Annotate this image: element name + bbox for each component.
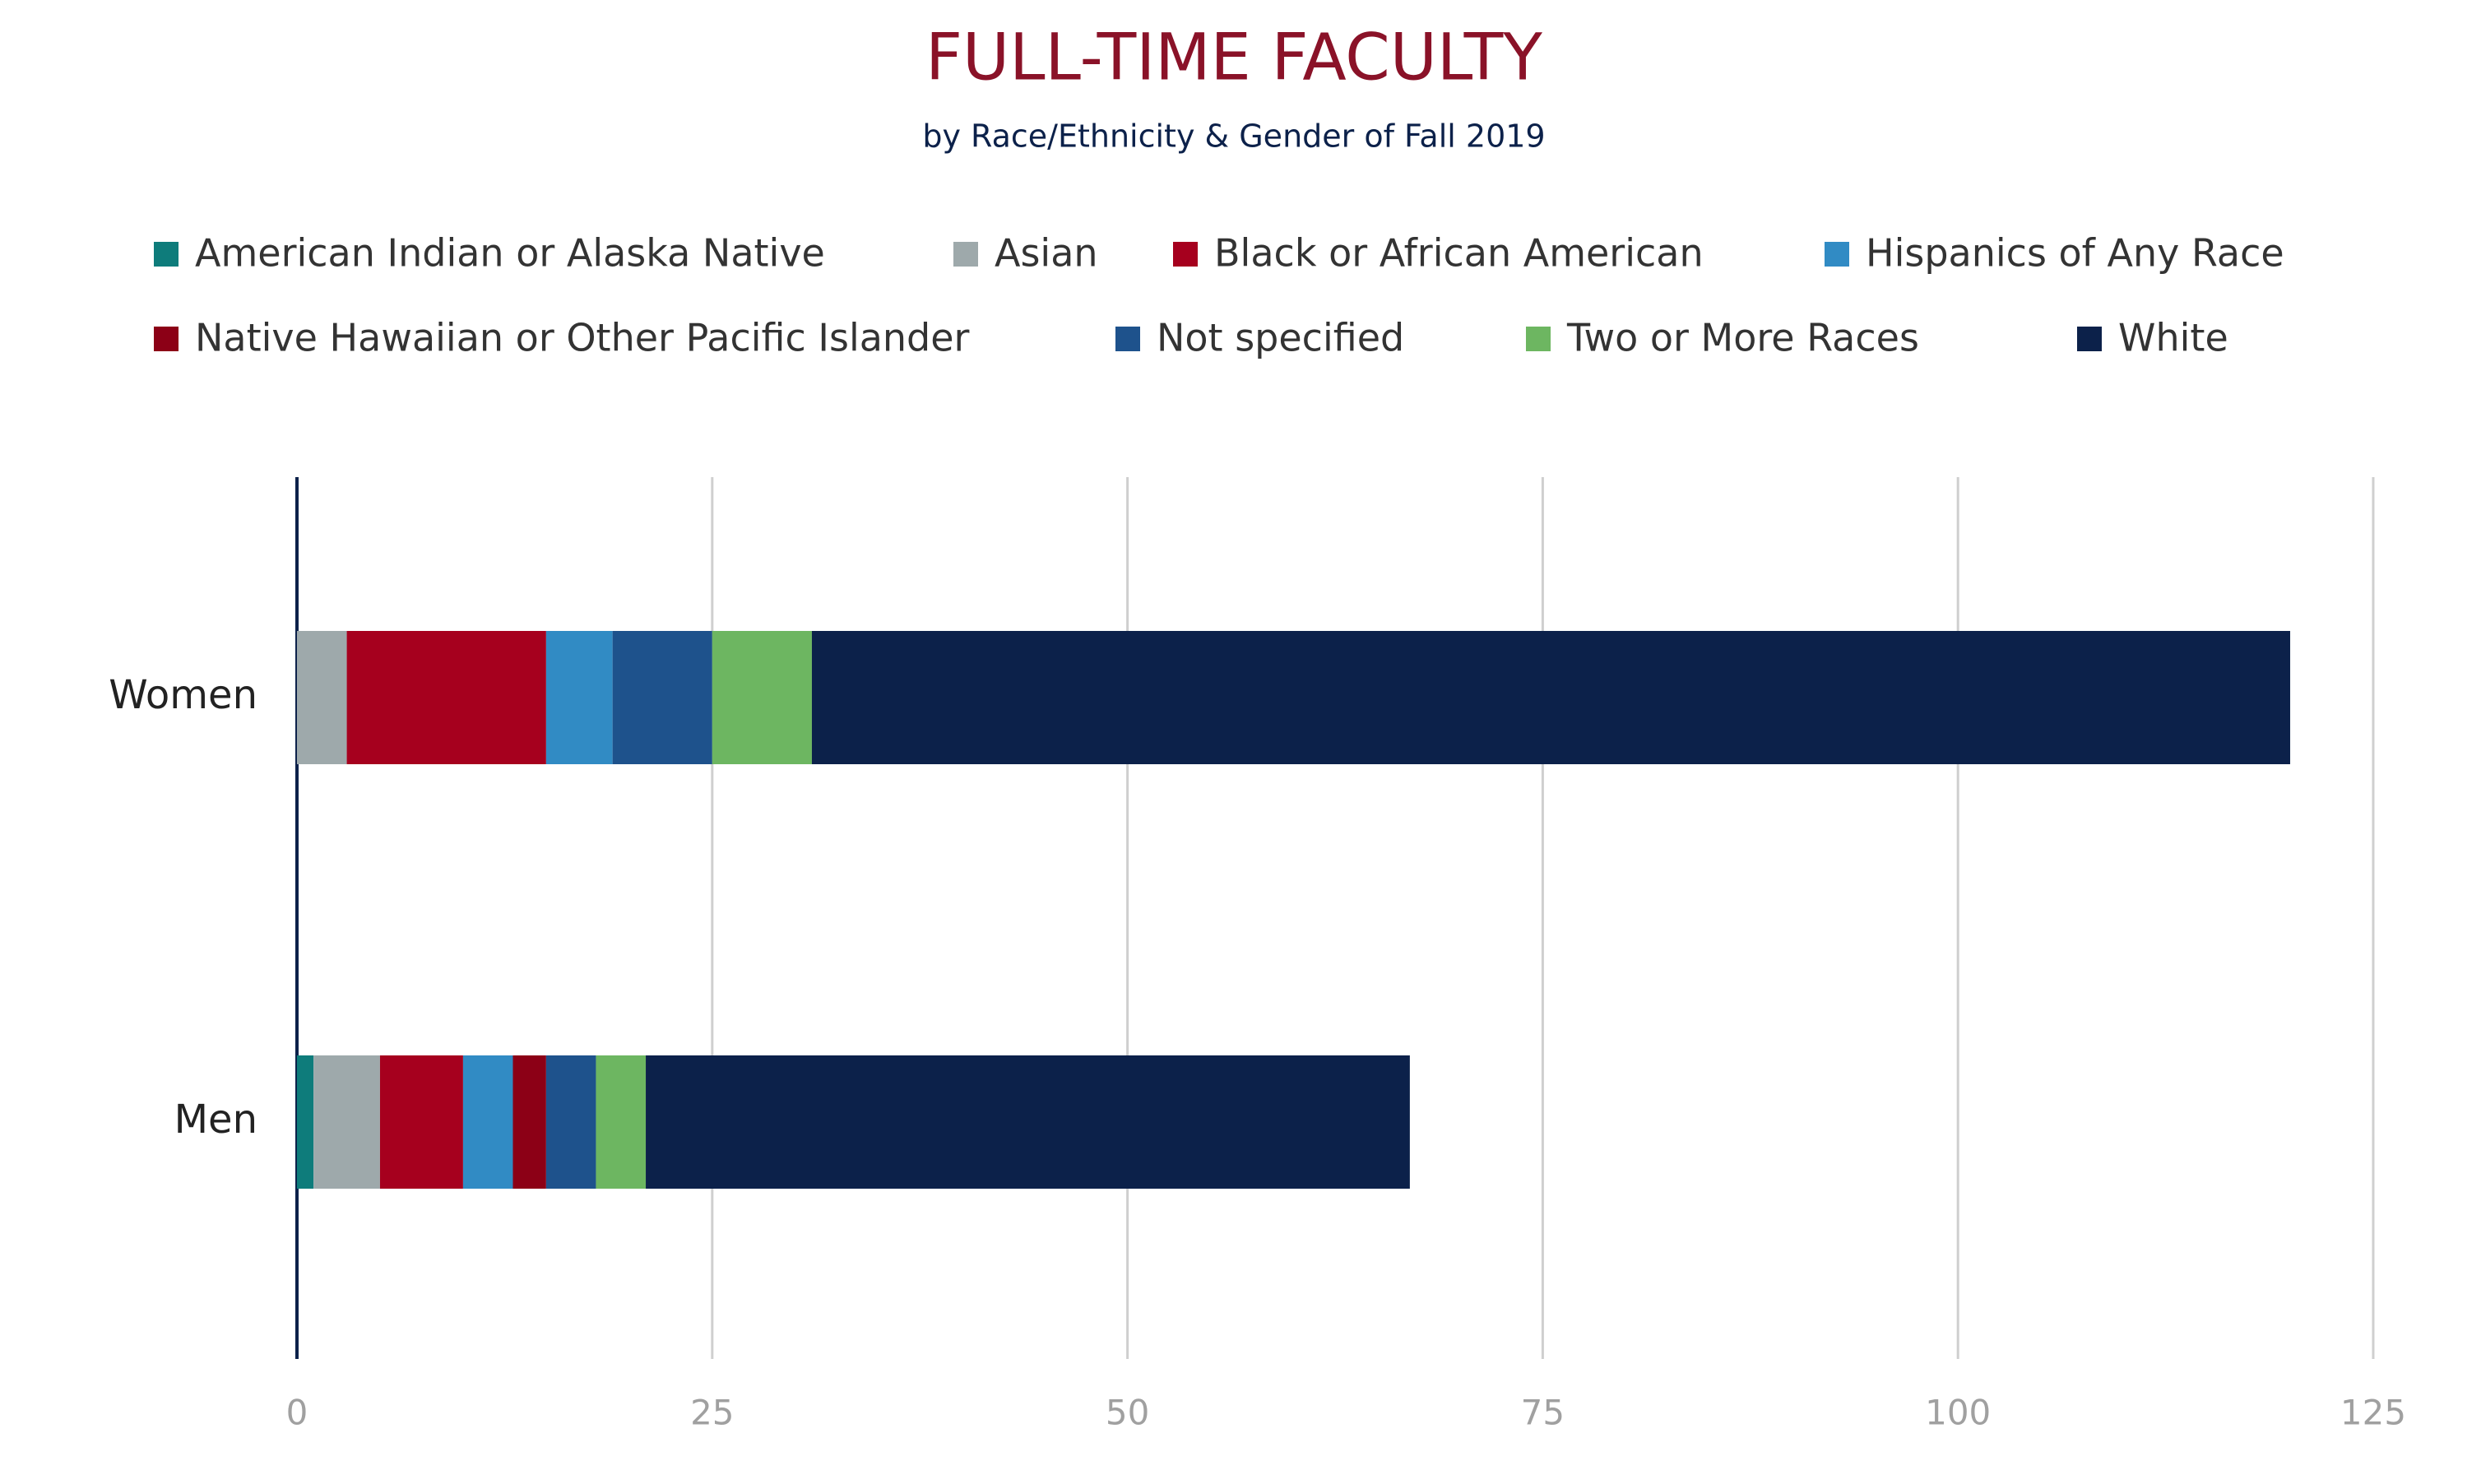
bar-segment — [297, 631, 347, 764]
bar-segment — [379, 1055, 463, 1189]
legend-label: Black or African American — [1214, 231, 1704, 276]
legend-swatch — [1173, 242, 1198, 267]
bar-segment — [462, 1055, 513, 1189]
chart-title: FULL-TIME FACULTY — [925, 21, 1542, 95]
legend-swatch — [1115, 327, 1140, 351]
bar-segment — [646, 1055, 1410, 1189]
y-tick-label: Women — [109, 672, 257, 718]
bar-segment — [712, 631, 812, 764]
legend-swatch — [953, 242, 978, 267]
bar-segment — [545, 1055, 596, 1189]
legend-label: Not specified — [1157, 316, 1404, 360]
y-tick-label: Men — [174, 1097, 257, 1143]
x-tick-label: 0 — [286, 1393, 308, 1433]
legend-swatch — [154, 242, 179, 267]
legend-label: Native Hawaiian or Other Pacific Islande… — [195, 316, 970, 360]
x-tick-label: 75 — [1521, 1393, 1565, 1433]
bar-segment — [545, 631, 613, 764]
bar-segment — [596, 1055, 647, 1189]
legend-label: Asian — [995, 231, 1098, 276]
legend-label: American Indian or Alaska Native — [195, 231, 825, 276]
legend-swatch — [154, 327, 179, 351]
bar-segment — [346, 631, 546, 764]
legend-swatch — [1526, 327, 1551, 351]
bar-segment — [811, 631, 2291, 764]
x-tick-label: 125 — [2340, 1393, 2406, 1433]
legend-label: Two or More Races — [1566, 316, 1919, 360]
bar-segment — [297, 1055, 314, 1189]
legend-label: White — [2118, 316, 2228, 360]
x-tick-label: 100 — [1925, 1393, 1991, 1433]
chart-subtitle: by Race/Ethnicity & Gender of Fall 2019 — [922, 118, 1545, 155]
legend-swatch — [1825, 242, 1849, 267]
bar-segment — [612, 631, 712, 764]
x-tick-label: 50 — [1106, 1393, 1149, 1433]
bar-segment — [512, 1055, 546, 1189]
legend-swatch — [2077, 327, 2102, 351]
bar-segment — [313, 1055, 380, 1189]
x-tick-label: 25 — [690, 1393, 734, 1433]
legend-label: Hispanics of Any Race — [1866, 231, 2284, 276]
